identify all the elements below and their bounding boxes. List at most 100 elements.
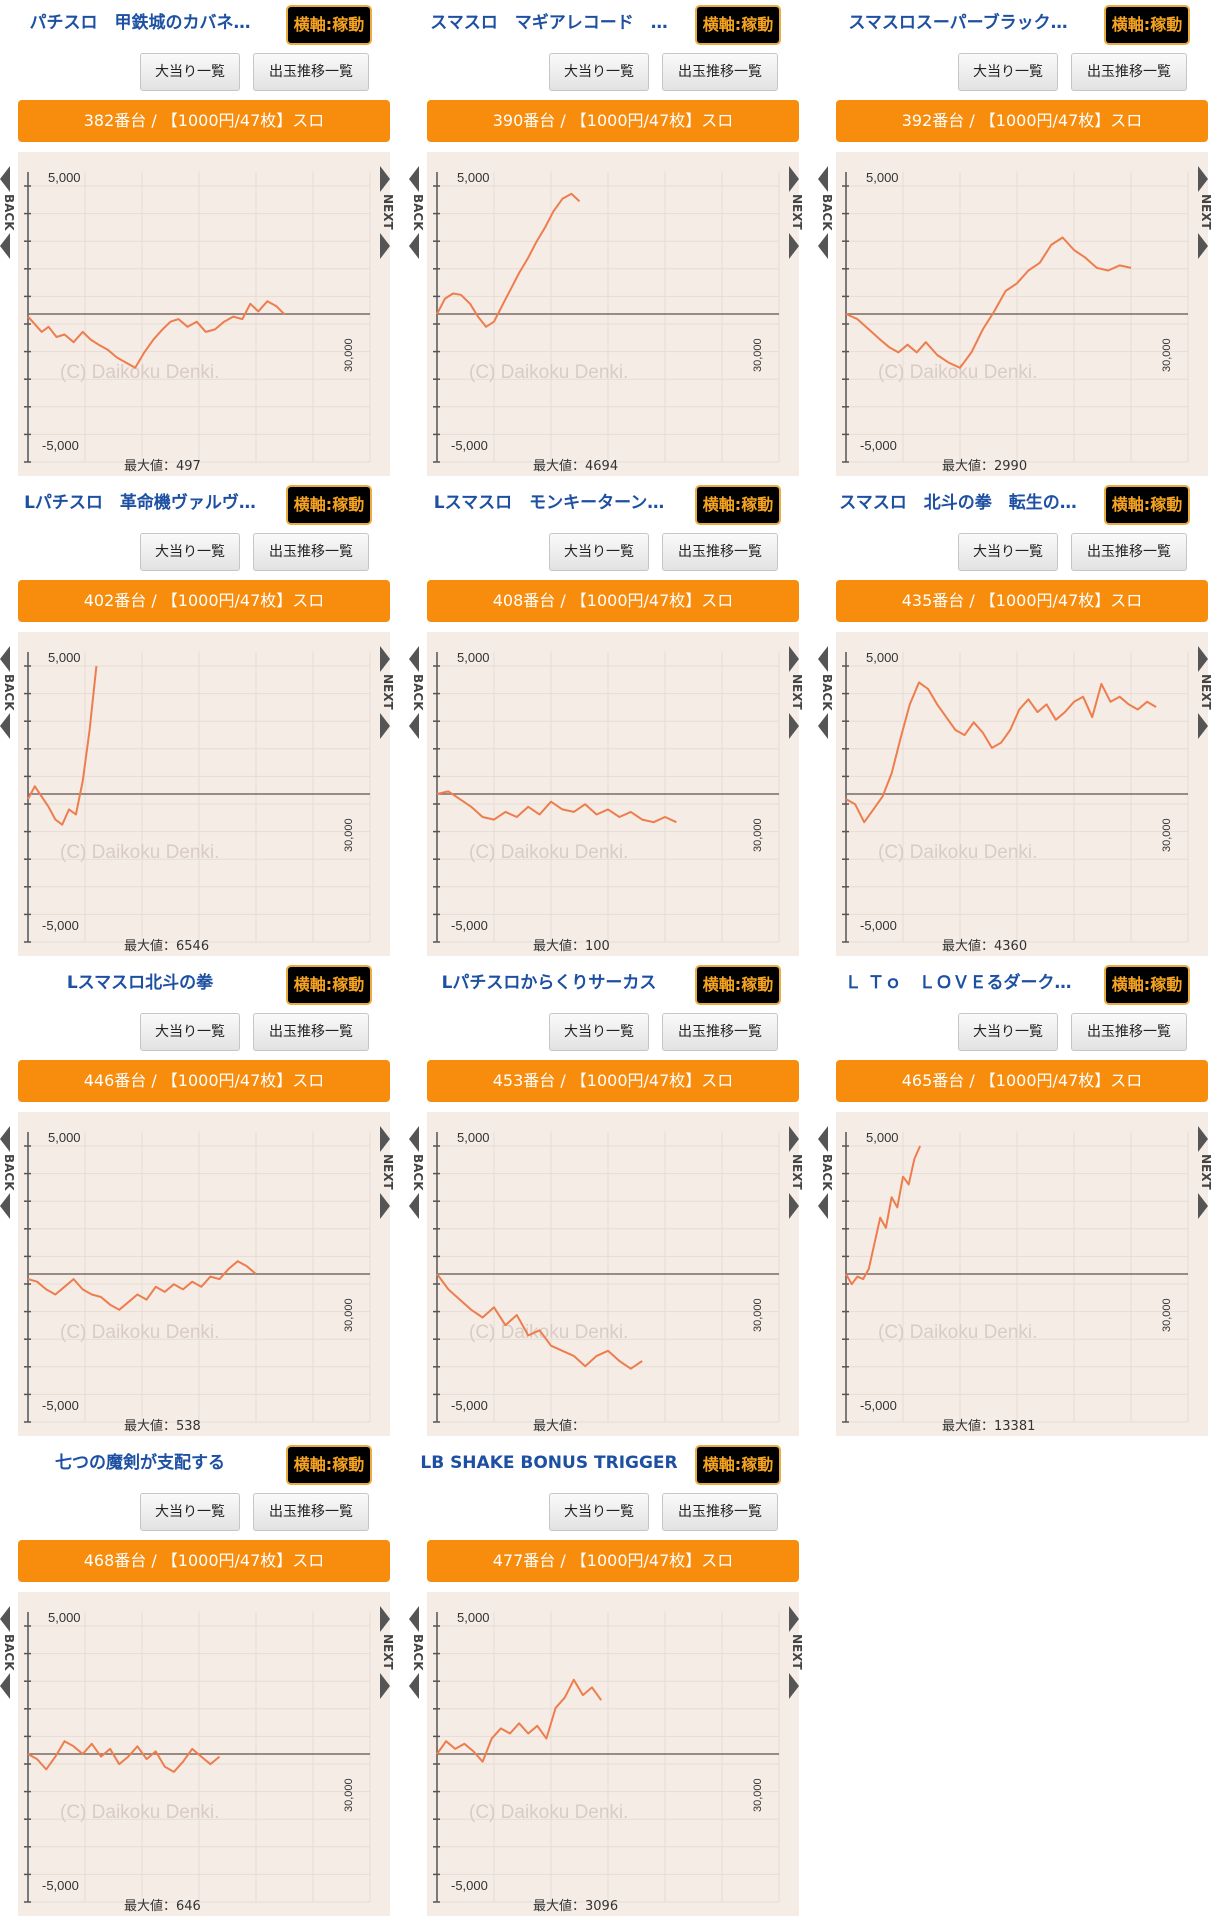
back-arrow-icon[interactable]: [409, 1126, 419, 1152]
next-label[interactable]: NEXT: [381, 194, 395, 230]
machine-number-bar[interactable]: 468番台 / 【1000円/47枚】スロ: [18, 1540, 390, 1582]
machine-title[interactable]: スマスロ マギアレコード …: [430, 13, 668, 33]
next-arrow-icon[interactable]: [789, 1673, 799, 1699]
payout-trend-button[interactable]: 出玉推移一覧: [1071, 533, 1187, 571]
back-arrow-icon[interactable]: [409, 1193, 419, 1219]
axis-toggle-button[interactable]: 横軸:稼動: [286, 485, 372, 525]
hits-list-button[interactable]: 大当り一覧: [140, 533, 240, 571]
back-arrow-icon[interactable]: [818, 1126, 828, 1152]
payout-trend-button[interactable]: 出玉推移一覧: [662, 533, 778, 571]
machine-number-bar[interactable]: 465番台 / 【1000円/47枚】スロ: [836, 1060, 1208, 1102]
back-arrow-icon[interactable]: [0, 713, 10, 739]
back-arrow-icon[interactable]: [0, 233, 10, 259]
next-arrow-icon[interactable]: [380, 233, 390, 259]
hits-list-button[interactable]: 大当り一覧: [140, 1013, 240, 1051]
machine-number-bar[interactable]: 382番台 / 【1000円/47枚】スロ: [18, 100, 390, 142]
axis-toggle-button[interactable]: 横軸:稼動: [695, 485, 781, 525]
hits-list-button[interactable]: 大当り一覧: [549, 1493, 649, 1531]
back-arrow-icon[interactable]: [0, 166, 10, 192]
machine-title[interactable]: Lスマスロ北斗の拳: [66, 973, 214, 993]
hits-list-button[interactable]: 大当り一覧: [958, 533, 1058, 571]
axis-toggle-button[interactable]: 横軸:稼動: [695, 965, 781, 1005]
back-label[interactable]: BACK: [820, 194, 834, 231]
next-arrow-icon[interactable]: [380, 1606, 390, 1632]
back-arrow-icon[interactable]: [409, 1606, 419, 1632]
axis-toggle-button[interactable]: 横軸:稼動: [286, 5, 372, 45]
machine-number-bar[interactable]: 446番台 / 【1000円/47枚】スロ: [18, 1060, 390, 1102]
next-arrow-icon[interactable]: [789, 166, 799, 192]
hits-list-button[interactable]: 大当り一覧: [958, 1013, 1058, 1051]
axis-toggle-button[interactable]: 横軸:稼動: [695, 5, 781, 45]
machine-number-bar[interactable]: 402番台 / 【1000円/47枚】スロ: [18, 580, 390, 622]
machine-number-bar[interactable]: 435番台 / 【1000円/47枚】スロ: [836, 580, 1208, 622]
back-arrow-icon[interactable]: [409, 166, 419, 192]
back-label[interactable]: BACK: [2, 194, 16, 231]
next-label[interactable]: NEXT: [790, 194, 804, 230]
payout-trend-button[interactable]: 出玉推移一覧: [1071, 1013, 1187, 1051]
machine-title[interactable]: スマスロスーパーブラック…: [848, 13, 1068, 33]
machine-title[interactable]: パチスロ 甲鉄城のカバネ…: [29, 13, 251, 33]
next-arrow-icon[interactable]: [1198, 646, 1208, 672]
next-arrow-icon[interactable]: [380, 713, 390, 739]
hits-list-button[interactable]: 大当り一覧: [549, 533, 649, 571]
back-label[interactable]: BACK: [2, 674, 16, 711]
next-arrow-icon[interactable]: [380, 1673, 390, 1699]
next-label[interactable]: NEXT: [790, 674, 804, 710]
back-arrow-icon[interactable]: [0, 646, 10, 672]
payout-trend-button[interactable]: 出玉推移一覧: [1071, 53, 1187, 91]
machine-number-bar[interactable]: 408番台 / 【1000円/47枚】スロ: [427, 580, 799, 622]
next-arrow-icon[interactable]: [789, 713, 799, 739]
back-arrow-icon[interactable]: [0, 1126, 10, 1152]
hits-list-button[interactable]: 大当り一覧: [958, 53, 1058, 91]
back-arrow-icon[interactable]: [409, 713, 419, 739]
next-arrow-icon[interactable]: [789, 1193, 799, 1219]
payout-trend-button[interactable]: 出玉推移一覧: [662, 1013, 778, 1051]
machine-number-bar[interactable]: 453番台 / 【1000円/47枚】スロ: [427, 1060, 799, 1102]
next-arrow-icon[interactable]: [380, 646, 390, 672]
axis-toggle-button[interactable]: 横軸:稼動: [695, 1445, 781, 1485]
machine-title[interactable]: LB SHAKE BONUS TRIGGER: [420, 1453, 678, 1473]
payout-trend-button[interactable]: 出玉推移一覧: [253, 533, 369, 571]
back-label[interactable]: BACK: [820, 674, 834, 711]
machine-title[interactable]: Lパチスロからくりサーカス: [441, 973, 657, 993]
hits-list-button[interactable]: 大当り一覧: [549, 1013, 649, 1051]
next-arrow-icon[interactable]: [1198, 1126, 1208, 1152]
hits-list-button[interactable]: 大当り一覧: [549, 53, 649, 91]
next-arrow-icon[interactable]: [380, 1126, 390, 1152]
next-label[interactable]: NEXT: [1199, 674, 1213, 710]
machine-title[interactable]: Ｌ Ｔｏ ＬＯＶＥるダーク…: [844, 973, 1072, 993]
back-label[interactable]: BACK: [411, 674, 425, 711]
next-label[interactable]: NEXT: [381, 674, 395, 710]
back-arrow-icon[interactable]: [818, 713, 828, 739]
axis-toggle-button[interactable]: 横軸:稼動: [286, 965, 372, 1005]
back-label[interactable]: BACK: [820, 1154, 834, 1191]
next-label[interactable]: NEXT: [1199, 194, 1213, 230]
machine-title[interactable]: Lスマスロ モンキーターン…: [433, 493, 665, 513]
axis-toggle-button[interactable]: 横軸:稼動: [1104, 485, 1190, 525]
next-arrow-icon[interactable]: [1198, 713, 1208, 739]
machine-title[interactable]: 七つの魔剣が支配する: [55, 1453, 225, 1473]
back-label[interactable]: BACK: [411, 1634, 425, 1671]
next-arrow-icon[interactable]: [380, 1193, 390, 1219]
back-arrow-icon[interactable]: [818, 166, 828, 192]
machine-title[interactable]: スマスロ 北斗の拳 転生の…: [839, 493, 1077, 513]
next-label[interactable]: NEXT: [1199, 1154, 1213, 1190]
back-arrow-icon[interactable]: [409, 646, 419, 672]
next-arrow-icon[interactable]: [789, 1126, 799, 1152]
payout-trend-button[interactable]: 出玉推移一覧: [662, 53, 778, 91]
next-arrow-icon[interactable]: [789, 233, 799, 259]
payout-trend-button[interactable]: 出玉推移一覧: [253, 1493, 369, 1531]
back-arrow-icon[interactable]: [409, 1673, 419, 1699]
back-arrow-icon[interactable]: [818, 646, 828, 672]
next-arrow-icon[interactable]: [1198, 233, 1208, 259]
next-arrow-icon[interactable]: [789, 1606, 799, 1632]
machine-number-bar[interactable]: 477番台 / 【1000円/47枚】スロ: [427, 1540, 799, 1582]
machine-title[interactable]: Lパチスロ 革命機ヴァルヴ…: [24, 493, 256, 513]
back-label[interactable]: BACK: [411, 1154, 425, 1191]
back-arrow-icon[interactable]: [409, 233, 419, 259]
back-label[interactable]: BACK: [411, 194, 425, 231]
back-arrow-icon[interactable]: [0, 1606, 10, 1632]
back-label[interactable]: BACK: [2, 1634, 16, 1671]
next-label[interactable]: NEXT: [381, 1634, 395, 1670]
payout-trend-button[interactable]: 出玉推移一覧: [662, 1493, 778, 1531]
